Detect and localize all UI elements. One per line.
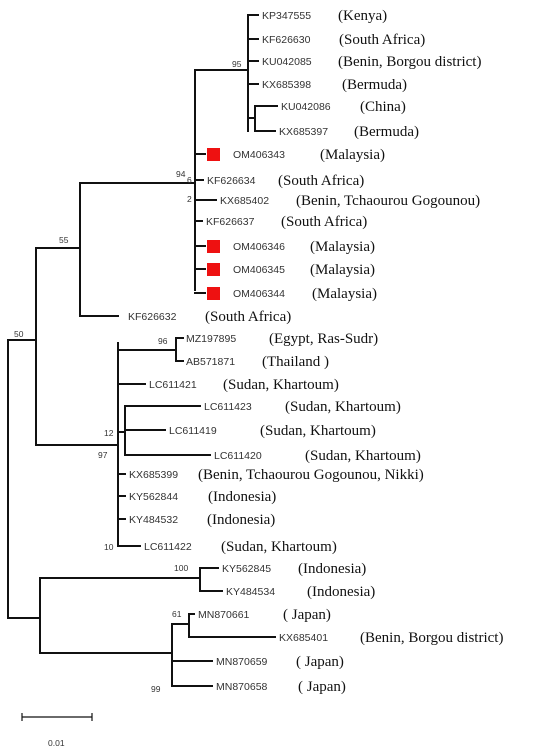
taxon-country: (Malaysia): [310, 239, 375, 255]
taxon-accession: KY484532: [129, 514, 178, 526]
taxon-accession: KP347555: [262, 10, 311, 22]
taxon-accession: KF626632: [128, 311, 177, 323]
bootstrap-value: 97: [98, 450, 108, 460]
bootstrap-value: 95: [232, 59, 242, 69]
bootstrap-value: 10: [104, 542, 114, 552]
taxon-country: (Benin, Tchaourou Gogounou): [296, 193, 480, 209]
taxon-country: (Sudan, Khartoum): [221, 539, 337, 555]
taxon-country: (Kenya): [338, 8, 387, 24]
bootstrap-value: 94: [176, 169, 186, 179]
taxon-accession: KF626634: [207, 175, 256, 187]
taxon-accession: OM406345: [233, 264, 285, 276]
bootstrap-value: 12: [104, 428, 114, 438]
taxon-country: (Sudan, Khartoum): [285, 399, 401, 415]
red-square-marker: [207, 263, 220, 276]
taxon-country: (Benin, Borgou district): [338, 54, 481, 70]
accession-labels: KP347555 KF626630 KU042085 KX685398 KU04…: [128, 10, 331, 693]
taxon-country: (Indonesia): [208, 489, 276, 505]
taxon-accession: KX685398: [262, 79, 311, 91]
highlight-markers: [207, 148, 220, 300]
taxon-country: (Indonesia): [298, 561, 366, 577]
taxon-accession: KX685402: [220, 195, 269, 207]
taxon-accession: KY484534: [226, 586, 275, 598]
taxon-accession: KU042086: [281, 101, 331, 113]
taxon-accession: MZ197895: [186, 333, 236, 345]
taxon-country: (Egypt, Ras-Sudr): [269, 331, 378, 347]
bootstrap-value: 6: [187, 175, 192, 185]
taxon-accession: MN870658: [216, 681, 268, 693]
taxon-country: (Sudan, Khartoum): [305, 448, 421, 464]
taxon-accession: KY562845: [222, 563, 271, 575]
taxon-accession: KU042085: [262, 56, 312, 68]
taxon-accession: OM406343: [233, 149, 285, 161]
taxon-accession: KX685401: [279, 632, 328, 644]
taxon-country: (Bermuda): [354, 124, 419, 140]
scale-bar: 0.01: [21, 713, 93, 748]
taxon-accession: OM406346: [233, 241, 285, 253]
taxon-accession: LC611422: [144, 541, 192, 553]
red-square-marker: [207, 287, 220, 300]
taxon-country: (Sudan, Khartoum): [223, 377, 339, 393]
taxon-accession: MN870659: [216, 656, 268, 668]
taxon-country: (Sudan, Khartoum): [260, 423, 376, 439]
taxon-country: (South Africa): [339, 32, 425, 48]
bootstrap-value: 2: [187, 194, 192, 204]
taxon-accession: OM406344: [233, 288, 285, 300]
taxon-country: (Malaysia): [310, 262, 375, 278]
taxon-country: (Bermuda): [342, 77, 407, 93]
taxon-accession: KF626630: [262, 34, 311, 46]
taxon-accession: LC611419: [169, 425, 217, 437]
taxon-country: ( Japan): [298, 679, 346, 695]
red-square-marker: [207, 148, 220, 161]
taxon-accession: KF626637: [206, 216, 255, 228]
bootstrap-values: 95 94 6 2 55 50 96 12 97 10 100 61 99: [14, 59, 242, 694]
taxon-accession: AB571871: [186, 356, 235, 368]
taxon-country: (Benin, Tchaourou Gogounou, Nikki): [198, 467, 424, 483]
bootstrap-value: 100: [174, 563, 188, 573]
tree-branches: [7, 14, 278, 687]
taxon-accession: LC611423: [204, 401, 252, 413]
taxon-accession: KX685397: [279, 126, 328, 138]
bootstrap-value: 99: [151, 684, 161, 694]
red-square-marker: [207, 240, 220, 253]
scale-bar-line: [21, 713, 93, 721]
taxon-accession: MN870661: [198, 609, 250, 621]
taxon-accession: LC611421: [149, 379, 197, 391]
taxon-country: ( Japan): [296, 654, 344, 670]
country-labels: (Kenya) (South Africa) (Benin, Borgou di…: [198, 8, 503, 695]
bootstrap-value: 96: [158, 336, 168, 346]
bootstrap-value: 61: [172, 609, 182, 619]
scale-bar-label: 0.01: [48, 738, 65, 748]
taxon-country: (South Africa): [278, 173, 364, 189]
taxon-country: (Indonesia): [307, 584, 375, 600]
taxon-accession: KY562844: [129, 491, 178, 503]
taxon-country: (Indonesia): [207, 512, 275, 528]
taxon-country: (South Africa): [281, 214, 367, 230]
bootstrap-value: 50: [14, 329, 24, 339]
bootstrap-value: 55: [59, 235, 69, 245]
taxon-accession: KX685399: [129, 469, 178, 481]
taxon-country: (South Africa): [205, 309, 291, 325]
taxon-country: ( Japan): [283, 607, 331, 623]
taxon-country: (Malaysia): [320, 147, 385, 163]
taxon-accession: LC611420: [214, 450, 262, 462]
taxon-country: (Malaysia): [312, 286, 377, 302]
taxon-country: (Benin, Borgou district): [360, 630, 503, 646]
taxon-country: (Thailand ): [262, 354, 329, 370]
taxon-country: (China): [360, 99, 406, 115]
